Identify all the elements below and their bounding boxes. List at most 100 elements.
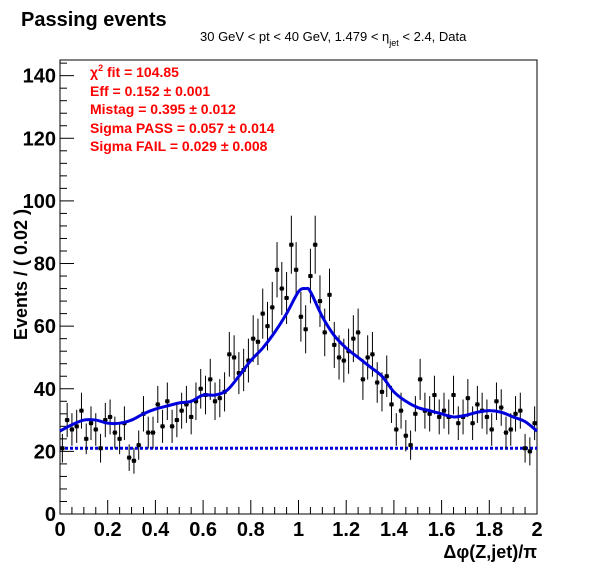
data-point bbox=[322, 308, 328, 357]
y-tick-label: 120 bbox=[23, 128, 56, 150]
x-tick-label: 0 bbox=[54, 519, 65, 541]
data-point bbox=[255, 318, 261, 366]
data-point bbox=[374, 362, 380, 403]
data-point bbox=[155, 385, 161, 423]
data-point bbox=[470, 406, 475, 441]
data-point bbox=[427, 396, 433, 432]
data-point bbox=[269, 281, 275, 333]
data-point bbox=[83, 423, 89, 455]
chart-subtitle: 30 GeV < pt < 40 GeV, 1.479 < ηjet < 2.4… bbox=[200, 29, 467, 48]
data-point bbox=[408, 430, 413, 460]
x-tick-label: 1.2 bbox=[332, 519, 360, 541]
data-point bbox=[441, 392, 447, 429]
data-point bbox=[169, 409, 175, 443]
fit-curve bbox=[59, 286, 538, 433]
x-tick-label: 0.8 bbox=[237, 519, 265, 541]
data-point bbox=[494, 382, 499, 421]
y-tick-label: 100 bbox=[23, 191, 56, 213]
data-points bbox=[60, 215, 537, 474]
data-point bbox=[303, 305, 309, 354]
x-tick-label: 1.4 bbox=[380, 519, 409, 541]
data-point bbox=[98, 433, 103, 463]
data-point bbox=[226, 331, 232, 377]
data-point bbox=[393, 413, 399, 446]
data-point bbox=[217, 379, 223, 418]
fit-results: χ2 fit = 104.85 Eff = 0.152 ± 0.001 Mist… bbox=[90, 63, 275, 154]
data-point bbox=[532, 406, 537, 441]
data-point bbox=[107, 399, 113, 435]
data-point bbox=[288, 215, 294, 274]
data-point bbox=[117, 423, 123, 455]
data-point bbox=[312, 215, 318, 274]
data-point bbox=[403, 420, 409, 452]
data-point bbox=[69, 413, 75, 446]
data-point bbox=[484, 399, 490, 435]
data-point bbox=[293, 242, 299, 298]
data-point bbox=[60, 433, 65, 463]
data-point bbox=[389, 385, 394, 423]
data-point bbox=[279, 261, 285, 316]
y-tick-label: 140 bbox=[23, 66, 56, 88]
data-point bbox=[298, 291, 304, 342]
data-point bbox=[327, 268, 332, 322]
y-tick-label: 20 bbox=[34, 441, 56, 463]
data-point bbox=[498, 389, 504, 426]
y-tick-label: 0 bbox=[45, 504, 56, 526]
x-tick-label: 0.2 bbox=[94, 519, 122, 541]
data-point bbox=[455, 406, 461, 441]
data-point bbox=[517, 392, 523, 429]
data-point bbox=[93, 413, 99, 446]
x-tick-label: 2 bbox=[531, 519, 542, 541]
y-tick-label: 40 bbox=[34, 379, 56, 401]
data-point bbox=[198, 368, 204, 409]
data-point bbox=[417, 358, 423, 400]
data-point bbox=[164, 382, 170, 421]
sigma-fail-label: Sigma FAIL = 0.029 ± 0.008 bbox=[90, 138, 268, 154]
data-point bbox=[136, 430, 142, 460]
chart-title: Passing events bbox=[21, 9, 167, 31]
x-axis: 0 0.2 0.4 0.6 0.8 1 1.2 1.4 1.6 1.8 2 bbox=[54, 500, 543, 541]
y-axis-label: Events / ( 0.02 ) bbox=[11, 209, 31, 340]
data-point bbox=[74, 409, 80, 443]
data-point bbox=[317, 275, 323, 327]
data-point bbox=[150, 416, 156, 449]
data-point bbox=[250, 315, 256, 363]
data-point bbox=[436, 399, 442, 435]
x-axis-label: Δφ(Z,jet)/π bbox=[443, 542, 537, 562]
mistag-label: Mistag = 0.395 ± 0.012 bbox=[90, 101, 236, 117]
data-point bbox=[179, 392, 185, 429]
y-tick-label: 80 bbox=[34, 254, 56, 276]
y-tick-label: 60 bbox=[34, 316, 56, 338]
data-point bbox=[384, 355, 390, 398]
x-tick-label: 1 bbox=[293, 519, 304, 541]
data-point bbox=[184, 385, 189, 423]
data-point bbox=[274, 242, 280, 298]
data-point bbox=[513, 396, 518, 432]
x-tick-label: 0.4 bbox=[141, 519, 170, 541]
data-point bbox=[231, 335, 237, 380]
data-point bbox=[145, 416, 151, 449]
data-point bbox=[451, 375, 456, 415]
data-point bbox=[489, 413, 495, 446]
eff-label: Eff = 0.152 ± 0.001 bbox=[90, 83, 210, 99]
data-point bbox=[174, 402, 180, 438]
data-point bbox=[432, 375, 437, 415]
y-axis: 0 20 40 60 80 100 120 140 bbox=[23, 62, 74, 526]
data-point bbox=[365, 335, 371, 380]
data-point bbox=[522, 433, 528, 463]
x-tick-label: 0.6 bbox=[189, 519, 217, 541]
data-point bbox=[527, 437, 533, 466]
data-point bbox=[360, 358, 366, 400]
data-point bbox=[131, 447, 137, 474]
x-tick-label: 1.8 bbox=[475, 519, 503, 541]
data-point bbox=[188, 399, 194, 435]
data-point bbox=[126, 444, 132, 471]
data-point bbox=[64, 402, 70, 438]
x-tick-label: 1.6 bbox=[428, 519, 456, 541]
data-point bbox=[160, 409, 165, 443]
chi2-label: χ2 fit = 104.85 bbox=[90, 63, 179, 80]
data-point bbox=[379, 372, 385, 412]
data-point bbox=[474, 385, 480, 423]
sigma-pass-label: Sigma PASS = 0.057 ± 0.014 bbox=[90, 120, 275, 136]
